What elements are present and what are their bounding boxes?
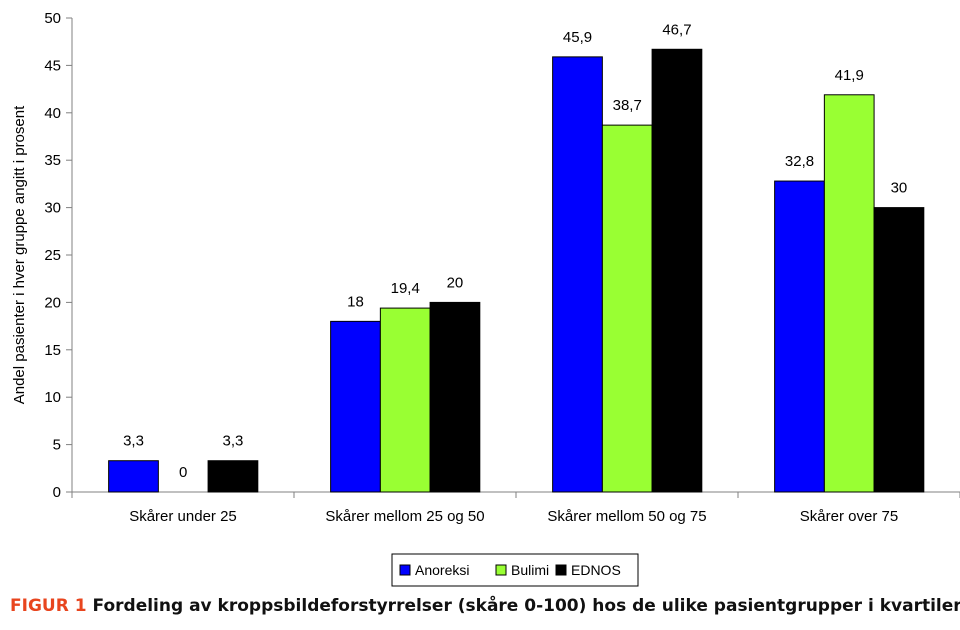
y-tick-label: 15 xyxy=(44,342,61,359)
legend-swatch-anoreksi xyxy=(399,564,411,576)
legend-box xyxy=(391,553,639,587)
bar-bulimi xyxy=(379,307,431,493)
data-label: 41,9 xyxy=(835,67,864,84)
bar-anoreksi xyxy=(108,460,159,493)
legend-label: Bulimi xyxy=(511,562,549,578)
bar-ednos xyxy=(207,460,259,493)
bar-ednos xyxy=(651,48,703,493)
y-tick-label: 45 xyxy=(44,57,61,74)
figure-caption: FIGUR 1 Fordeling av kroppsbildeforstyrre… xyxy=(10,596,960,616)
x-category-label: Skårer under 25 xyxy=(129,508,237,525)
y-axis-title: Andel pasienter i hver gruppe angitt i p… xyxy=(11,105,28,404)
bar-ednos xyxy=(429,301,481,493)
data-label: 18 xyxy=(347,293,364,310)
bar-anoreksi xyxy=(552,56,603,493)
y-tick-label: 5 xyxy=(53,437,61,454)
x-category-label: Skårer over 75 xyxy=(800,508,898,525)
legend-label: EDNOS xyxy=(571,562,621,578)
data-label: 32,8 xyxy=(785,153,814,170)
data-label: 38,7 xyxy=(613,97,642,114)
bar-ednos xyxy=(873,207,925,493)
caption-text: Fordeling av kroppsbildeforstyrrelser (s… xyxy=(92,596,960,616)
legend-swatch-bulimi xyxy=(495,564,507,576)
legend-label: Anoreksi xyxy=(415,562,469,578)
x-category-label: Skårer mellom 25 og 50 xyxy=(325,508,484,525)
y-tick-label: 25 xyxy=(44,247,61,264)
data-label: 46,7 xyxy=(662,21,691,38)
caption-tag: FIGUR 1 xyxy=(10,596,87,616)
data-label: 3,3 xyxy=(223,433,244,450)
bar-anoreksi xyxy=(774,180,825,493)
data-label: 30 xyxy=(891,180,908,197)
y-tick-label: 50 xyxy=(44,10,61,27)
data-label: 3,3 xyxy=(123,433,144,450)
chart: 0 5 10 15 20 25 30 35 40 45 50 Skårer under 25 3,3 0 3… xyxy=(11,10,960,587)
x-category-label: Skårer mellom 50 og 75 xyxy=(547,508,706,525)
plot-area: 0 5 10 15 20 25 30 35 40 45 50 Skårer under 25 3,3 0 3… xyxy=(44,10,960,525)
data-label: 19,4 xyxy=(391,280,420,297)
y-tick-label: 30 xyxy=(44,200,61,217)
data-label: 20 xyxy=(447,274,464,291)
y-tick-label: 10 xyxy=(44,389,61,406)
legend-swatch-ednos xyxy=(555,564,567,576)
bar-bulimi xyxy=(823,94,875,493)
bar-bulimi xyxy=(601,124,653,493)
data-label: 0 xyxy=(179,464,187,481)
data-label: 45,9 xyxy=(563,29,592,46)
y-tick-label: 20 xyxy=(44,294,61,311)
y-tick-label: 35 xyxy=(44,152,61,169)
bar-anoreksi xyxy=(330,320,381,493)
y-tick-label: 40 xyxy=(44,105,61,122)
legend: Anoreksi Bulimi EDNOS xyxy=(391,553,639,587)
y-tick-label: 0 xyxy=(53,484,61,501)
